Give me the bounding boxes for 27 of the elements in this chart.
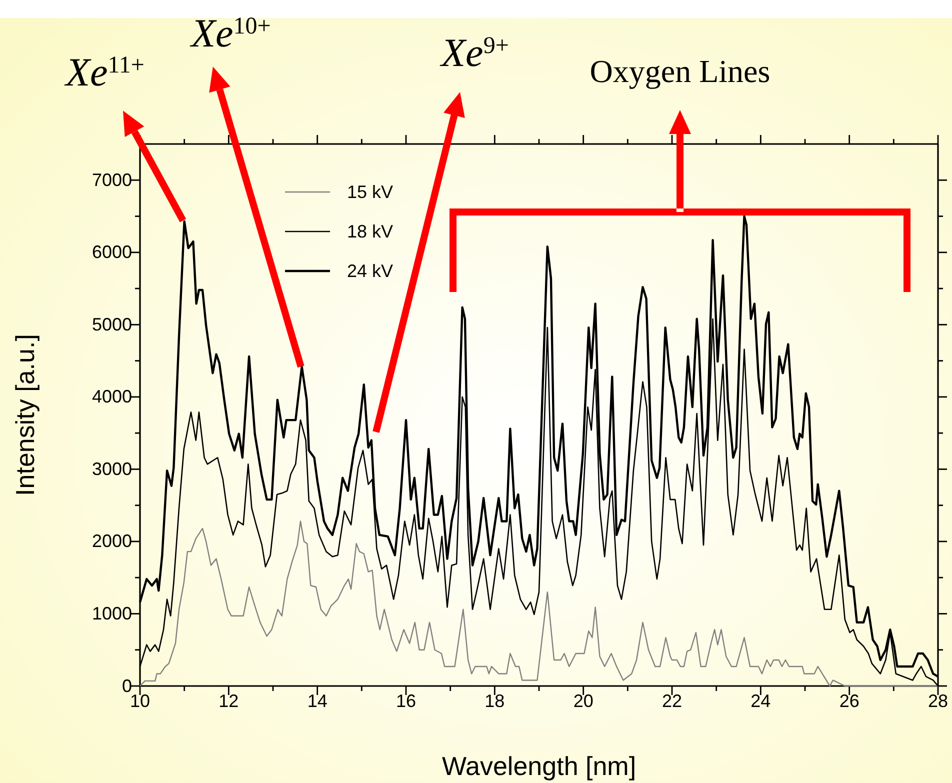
y-tick-label: 7000 [92, 170, 132, 190]
y-tick-label: 4000 [92, 386, 132, 407]
annotation: Xe$^{11+}$ [64, 50, 144, 95]
x-tick-label: 16 [396, 690, 416, 711]
y-axis-title: Intensity [a.u.] [10, 334, 40, 496]
x-tick-label: 28 [928, 690, 948, 711]
y-tick-label: 0 [122, 676, 132, 696]
y-tick-label: 2000 [92, 531, 132, 552]
x-tick-label: 20 [573, 690, 594, 711]
x-tick-label: 22 [662, 690, 682, 711]
x-tick-label: 24 [750, 690, 771, 711]
text: Xe$^{9+}$ [439, 30, 509, 75]
x-tick-label: 12 [218, 690, 239, 711]
y-tick-label: 1000 [92, 603, 132, 624]
legend-label: 24 kV [347, 261, 394, 281]
x-tick-label: 18 [484, 690, 505, 711]
y-tick-label: 5000 [92, 314, 132, 334]
annotation: Xe$^{10+}$ [189, 10, 271, 56]
y-tick-label: 6000 [92, 242, 132, 262]
x-tick-label: 14 [307, 690, 328, 711]
x-tick-label: 26 [839, 690, 860, 711]
text: Oxygen Lines [590, 53, 770, 89]
y-tick-label: 3000 [92, 458, 132, 479]
x-tick-label: 10 [130, 690, 150, 711]
x-axis-title: Wavelength [nm] [442, 751, 636, 781]
legend-label: 15 kV [347, 182, 394, 202]
legend-label: 18 kV [347, 222, 394, 242]
